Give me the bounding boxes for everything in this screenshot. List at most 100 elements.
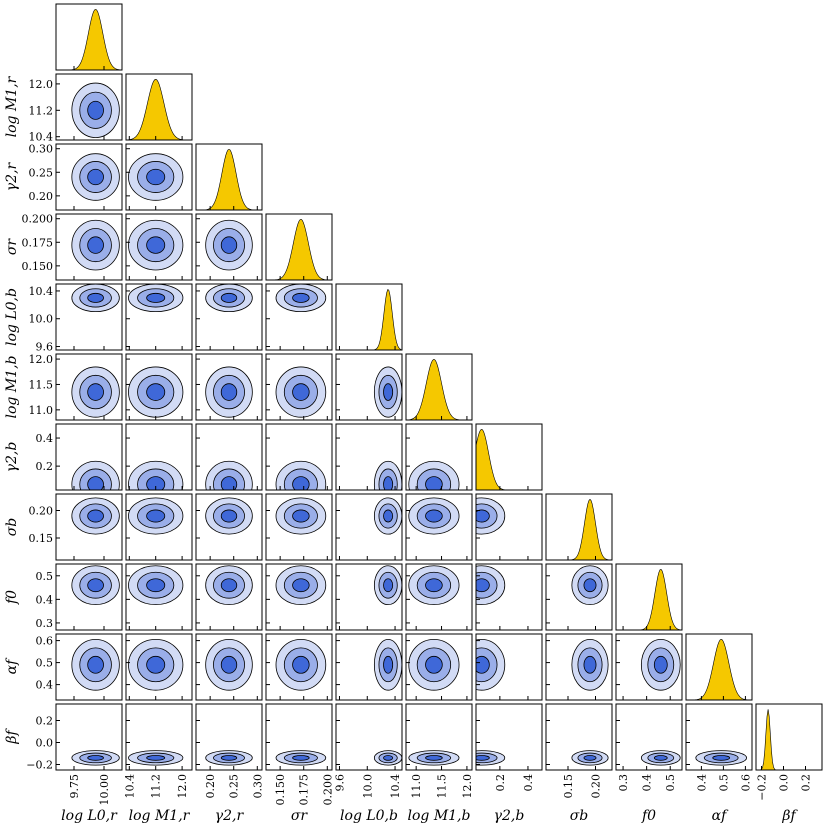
contour bbox=[146, 168, 166, 186]
panel-frame bbox=[195, 213, 263, 281]
panel-frame bbox=[335, 633, 403, 701]
panel-frame bbox=[405, 633, 473, 701]
contour bbox=[220, 655, 238, 674]
panel bbox=[335, 563, 403, 631]
y-axis-label: γ2,r bbox=[4, 161, 20, 191]
panel bbox=[125, 633, 193, 701]
panel-body bbox=[476, 497, 506, 535]
panel bbox=[475, 633, 543, 701]
contour bbox=[292, 383, 310, 401]
contour bbox=[292, 655, 310, 674]
contour bbox=[220, 292, 238, 303]
panel-body bbox=[275, 638, 327, 691]
panel bbox=[335, 283, 403, 351]
contour bbox=[383, 476, 394, 490]
panel-frame bbox=[55, 633, 123, 701]
panel-body bbox=[128, 565, 184, 606]
contour bbox=[146, 509, 166, 523]
panel-body bbox=[71, 82, 120, 138]
contour bbox=[87, 655, 104, 674]
panel bbox=[545, 563, 613, 631]
panel-frame bbox=[335, 353, 403, 421]
panel bbox=[335, 353, 403, 421]
panel: 0.4 0.5 0.6 bbox=[685, 703, 753, 792]
panel: 0.20 0.25 0.30 bbox=[195, 703, 264, 799]
panel: 0.3 0.4 0.5 bbox=[615, 703, 683, 792]
panel bbox=[195, 143, 263, 211]
contour bbox=[220, 476, 238, 490]
panel bbox=[195, 353, 263, 421]
histogram bbox=[756, 709, 822, 770]
panel-body bbox=[275, 565, 327, 606]
panel-body bbox=[373, 460, 402, 490]
contour bbox=[220, 236, 238, 254]
panel-frame bbox=[755, 703, 823, 771]
x-tick-label: 0.2 bbox=[494, 774, 507, 792]
y-tick-label: 0.20 bbox=[29, 505, 54, 518]
panel-body bbox=[373, 497, 402, 535]
panel-body bbox=[71, 284, 120, 313]
x-tick-label: 10.00 bbox=[98, 774, 111, 806]
y-tick-label: 0.0 bbox=[36, 737, 54, 750]
histogram bbox=[546, 498, 612, 560]
panel bbox=[405, 493, 473, 561]
panel bbox=[195, 633, 263, 701]
panel bbox=[195, 213, 263, 281]
x-tick-label: 0.5 bbox=[664, 774, 677, 792]
contour bbox=[476, 755, 490, 761]
x-axis-label: σb bbox=[570, 808, 589, 824]
panel-body bbox=[275, 750, 327, 766]
panel-frame bbox=[195, 283, 263, 351]
contour bbox=[425, 509, 443, 523]
panel-frame bbox=[265, 633, 333, 701]
y-axis-label: σr bbox=[4, 238, 20, 256]
contour bbox=[146, 476, 166, 490]
contour bbox=[292, 755, 310, 761]
contour bbox=[476, 509, 490, 523]
panel-frame bbox=[55, 73, 123, 141]
contour bbox=[146, 755, 166, 761]
panel-frame bbox=[335, 283, 403, 351]
contour bbox=[476, 655, 490, 674]
panel-frame bbox=[125, 493, 193, 561]
panel-frame bbox=[195, 633, 263, 701]
panel-body bbox=[128, 284, 184, 313]
x-tick-label: 0.30 bbox=[251, 774, 264, 799]
panel-body bbox=[275, 497, 327, 535]
panel-body bbox=[476, 565, 506, 606]
contour bbox=[425, 655, 443, 674]
histogram bbox=[686, 638, 752, 700]
x-tick-label: 0.25 bbox=[228, 774, 241, 799]
panel-body bbox=[196, 148, 262, 210]
contour bbox=[146, 383, 166, 401]
panel-frame bbox=[615, 563, 683, 631]
panel-frame bbox=[405, 423, 473, 491]
panel bbox=[125, 73, 193, 141]
y-tick-label: 12.0 bbox=[29, 353, 54, 366]
panel-body bbox=[275, 460, 327, 490]
contour bbox=[292, 509, 310, 523]
y-tick-label: 0.3 bbox=[36, 617, 54, 630]
x-tick-label: 9.6 bbox=[333, 774, 346, 792]
panel: 0.2 0.4 bbox=[36, 423, 123, 491]
x-tick-label: −0.2 bbox=[756, 774, 769, 801]
panel: 0.15 0.20 bbox=[29, 493, 123, 561]
panel bbox=[405, 423, 473, 491]
y-tick-label: −0.2 bbox=[26, 759, 53, 772]
y-tick-label: 0.150 bbox=[22, 260, 54, 273]
contour bbox=[425, 755, 443, 761]
y-tick-label: 0.25 bbox=[29, 166, 54, 179]
panel-body bbox=[373, 366, 402, 418]
panel-body bbox=[71, 460, 120, 490]
contour bbox=[712, 755, 731, 761]
panel bbox=[335, 423, 403, 491]
x-tick-label: 0.5 bbox=[717, 774, 730, 792]
x-axis-label: log M1,r bbox=[129, 808, 191, 824]
panel bbox=[475, 423, 543, 491]
panel bbox=[55, 3, 123, 71]
panel-frame bbox=[475, 563, 543, 631]
panel bbox=[335, 493, 403, 561]
panel-frame bbox=[55, 563, 123, 631]
panel bbox=[545, 493, 613, 561]
